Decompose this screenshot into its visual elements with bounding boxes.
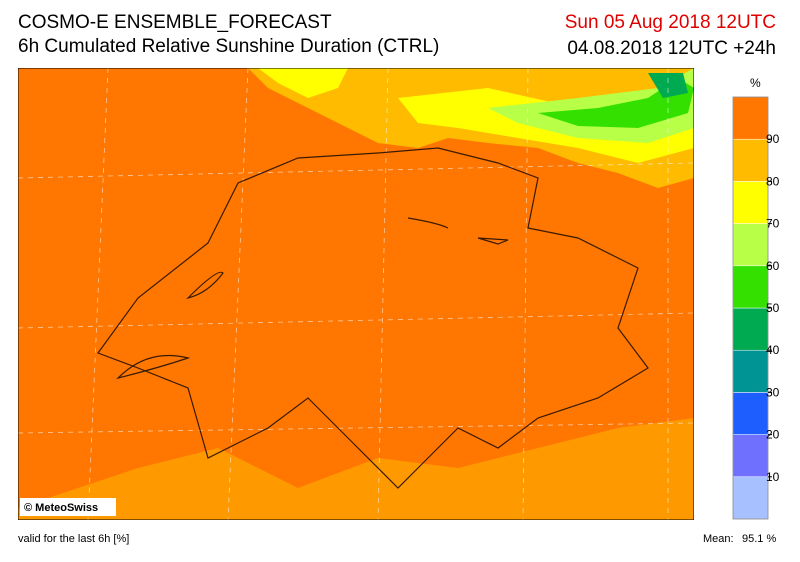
colorbar-unit: % <box>750 76 761 90</box>
sunshine-area <box>258 68 694 163</box>
colorbar-segment <box>732 476 769 520</box>
colorbar-tick-label: 40 <box>766 343 780 357</box>
copyright-box <box>20 498 116 516</box>
colorbar-segment <box>732 96 769 140</box>
valid-time: Sun 05 Aug 2018 12UTC <box>564 12 776 33</box>
sunshine-area <box>538 78 694 128</box>
lake <box>116 217 509 380</box>
copyright: © MeteoSwiss <box>24 502 98 514</box>
colorbar-tick-label: 30 <box>766 385 780 399</box>
colorbar-segment <box>732 223 769 267</box>
subtitle: 6h Cumulated Relative Sunshine Duration … <box>18 36 440 57</box>
footer-note: valid for the last 6h [%] <box>18 533 130 545</box>
colorbar-segment <box>732 307 769 351</box>
colorbar-segment <box>732 181 769 224</box>
country-border <box>97 147 649 489</box>
colorbar-tick-label: 80 <box>766 174 780 188</box>
colorbar-tick-label: 90 <box>766 132 780 146</box>
sunshine-area <box>648 73 688 98</box>
run-time: 04.08.2018 12UTC +24h <box>567 38 776 59</box>
sunshine-area <box>18 418 694 520</box>
title: COSMO-E ENSEMBLE_FORECAST <box>18 12 332 33</box>
map: © MeteoSwiss <box>18 68 694 520</box>
colorbar-tick-label: 70 <box>766 217 780 231</box>
colorbar-tick-label: 10 <box>766 470 780 484</box>
colorbar-tick-label: 50 <box>766 301 780 315</box>
colorbar-segment <box>732 434 769 478</box>
colorbar-segment <box>732 265 769 309</box>
colorbar-segment <box>732 138 769 182</box>
mean-label: Mean: <box>703 533 734 545</box>
colorbar: % 10 20 30 40 50 60 70 80 90 <box>732 76 780 520</box>
colorbar-tick-label: 60 <box>766 259 780 273</box>
colorbar-segment <box>732 392 769 435</box>
mean-value: 95.1 % <box>742 533 777 545</box>
colorbar-tick-label: 20 <box>766 428 780 442</box>
colorbar-segment <box>732 349 769 393</box>
